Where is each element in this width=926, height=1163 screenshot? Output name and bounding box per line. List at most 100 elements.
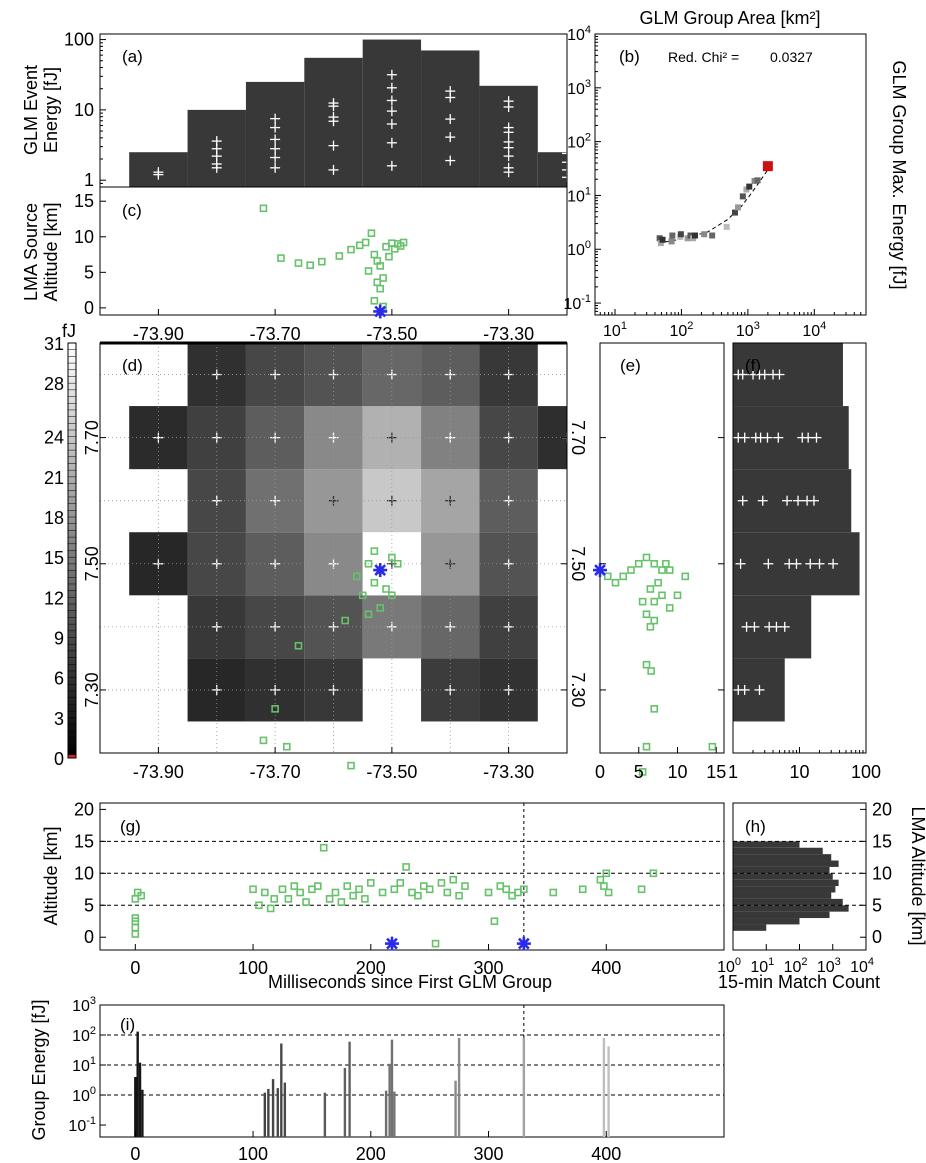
- b-group-point: [657, 240, 664, 247]
- a-ytick-label: 1: [84, 170, 94, 190]
- b-group-point: [731, 209, 738, 216]
- d-lma-source: [358, 591, 367, 600]
- g-lma-source: [602, 869, 611, 878]
- i-plot-frame: [99, 1004, 725, 1138]
- e-lma-source: [638, 597, 647, 606]
- i-group-bar: [276, 1088, 279, 1137]
- b-ytick-label: 102: [567, 132, 591, 152]
- g-lma-source: [131, 917, 140, 926]
- b-ytick-label: 10-1: [563, 293, 591, 313]
- g-lma-source: [355, 885, 363, 894]
- g-lma-source: [378, 888, 387, 897]
- h-count-bar: [733, 841, 800, 848]
- d-ytick-label-right: 7.70: [568, 420, 588, 455]
- h-xtick-label: 104: [850, 956, 874, 976]
- colorbar-unit: fJ: [62, 321, 76, 341]
- c-lma-source: [367, 229, 376, 238]
- c-lma-source: [379, 274, 387, 282]
- colorbar-tick-label: 18: [44, 508, 64, 528]
- h-count-bar: [733, 860, 839, 867]
- g-lma-source: [437, 879, 446, 887]
- g-lma-source: [255, 901, 263, 910]
- h-count-bar: [733, 854, 832, 861]
- h-ytick-label: 15: [872, 831, 892, 851]
- a-ylabel-line2: Energy [fJ]: [41, 67, 61, 153]
- b-group-point: [668, 238, 675, 245]
- d-lma-source: [364, 559, 373, 568]
- e-lma-source: [627, 566, 635, 574]
- b-group-point: [751, 177, 758, 184]
- g-lma-source: [402, 863, 410, 871]
- i-group-bar: [136, 1031, 139, 1137]
- d-lma-source: [294, 641, 303, 650]
- g-lma-source: [366, 879, 375, 887]
- g-lma-source: [270, 895, 279, 903]
- g-lma-source: [484, 888, 493, 897]
- h-count-bar: [733, 924, 767, 931]
- g-xtick-label: 100: [238, 958, 268, 978]
- e-xtick-label: 15: [706, 762, 726, 782]
- g-lma-source: [396, 879, 405, 887]
- b-highlight-point: [762, 161, 773, 172]
- d-lma-source: [393, 559, 402, 568]
- c-lma-source: [259, 204, 268, 213]
- g-panel-label: (g): [120, 817, 141, 836]
- e-lma-source: [650, 705, 659, 713]
- g-lma-source: [520, 885, 528, 894]
- i-ytick-label: 102: [72, 1025, 96, 1045]
- b-xtick-label: 103: [736, 320, 760, 340]
- b-group-point: [709, 232, 716, 239]
- i-group-bar: [283, 1082, 287, 1137]
- e-lma-source: [634, 559, 643, 568]
- i-group-bar: [384, 1090, 388, 1137]
- g-ytick-label: 0: [84, 927, 94, 947]
- g-lma-source: [343, 882, 352, 890]
- d-ytick-label-right: 7.50: [568, 546, 588, 581]
- g-lma-source: [314, 882, 322, 890]
- g-lma-source: [549, 888, 558, 897]
- f-xtick-label: 10: [789, 762, 809, 782]
- d-lma-source: [259, 736, 268, 745]
- i-xtick-label: 200: [356, 1144, 386, 1163]
- c-lma-source: [399, 238, 408, 247]
- g-lma-source: [414, 891, 422, 900]
- c-lma-source: [385, 252, 393, 261]
- h-count-bar: [733, 892, 832, 899]
- e-lma-source: [662, 559, 670, 568]
- g-lma-source: [596, 875, 605, 884]
- h-count-bar: [733, 905, 849, 912]
- colorbar-tick-label: 28: [44, 374, 64, 394]
- h-count-bar: [733, 866, 830, 874]
- g-lma-source: [261, 888, 269, 897]
- e-lma-source: [646, 623, 655, 631]
- g-xtick-label: 0: [130, 958, 140, 978]
- d-xtick-label: -73.30: [483, 762, 534, 782]
- c-ylabel-line1: LMA Source: [21, 203, 41, 301]
- i-xtick-label: 400: [591, 1144, 621, 1163]
- c-xtick-label: -73.90: [133, 324, 184, 344]
- i-ytick-label: 103: [72, 995, 96, 1015]
- d-lma-source: [388, 553, 396, 562]
- i-ytick-label: 101: [72, 1055, 96, 1075]
- h-count-bar: [733, 847, 823, 855]
- i-group-bar: [141, 1089, 144, 1137]
- i-group-bar: [138, 1062, 142, 1137]
- colorbar-tick-label: 9: [54, 629, 64, 649]
- i-group-bar: [390, 1039, 394, 1137]
- g-lma-source: [137, 891, 146, 900]
- e-lma-source: [650, 616, 659, 625]
- i-panel-label: (i): [120, 1015, 135, 1034]
- i-group-bar: [348, 1041, 351, 1137]
- e-xtick-label: 5: [634, 762, 644, 782]
- colorbar-tick-label: 15: [44, 548, 64, 568]
- i-group-bar: [388, 1063, 391, 1137]
- g-lma-source: [249, 885, 257, 894]
- colorbar-low-band: [68, 755, 76, 758]
- g-group-marker: [517, 937, 530, 950]
- e-lma-source: [654, 578, 662, 587]
- i-group-bar: [607, 1046, 610, 1137]
- g-lma-source: [502, 885, 510, 894]
- i-xtick-label: 100: [238, 1144, 268, 1163]
- b-group-point: [723, 223, 730, 230]
- g-ytick-label: 15: [74, 831, 94, 851]
